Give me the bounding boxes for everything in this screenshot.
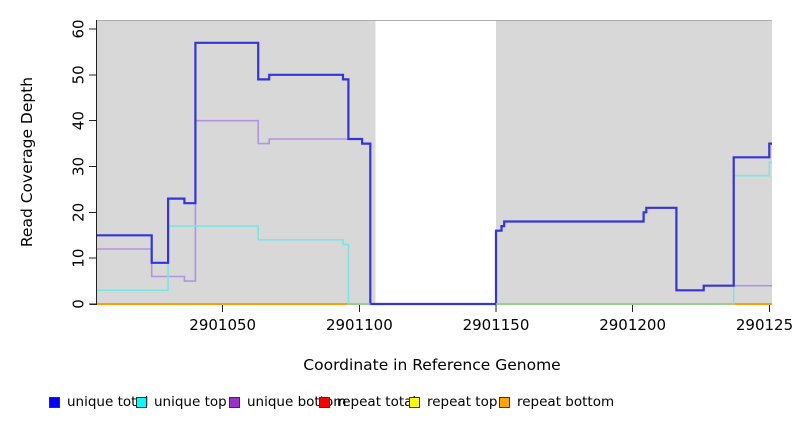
x-axis-tick-label: 2901250 (736, 316, 792, 334)
legend-item-unique-top: unique top (136, 394, 227, 410)
legend-item-unique-total: unique total (49, 394, 148, 410)
plot-background-region (495, 20, 772, 304)
y-axis-tick-label: 40 (70, 111, 88, 130)
y-axis-tick-label: 10 (70, 249, 88, 268)
legend-item-repeat-total: repeat total (319, 394, 416, 410)
legend-swatch-icon (499, 396, 510, 408)
series-line-unique-top (97, 161, 772, 305)
legend-swatch-icon (49, 396, 60, 408)
legend-label: unique top (154, 394, 227, 410)
legend-label: repeat bottom (517, 394, 615, 410)
series-line-unique-total (97, 41, 772, 306)
chart-legend: unique total unique top unique bottom repea… (0, 394, 792, 416)
legend-swatch-icon (319, 396, 330, 408)
x-axis-tick-label: 2901200 (599, 316, 666, 334)
y-axis-tick-label: 30 (70, 157, 88, 176)
legend-label: repeat top (427, 394, 498, 410)
legend-swatch-icon (409, 396, 420, 408)
x-axis-title: Coordinate in Reference Genome (303, 356, 561, 374)
legend-item-repeat-top: repeat top (409, 394, 497, 410)
x-axis-tick-label: 2901150 (463, 316, 530, 334)
x-axis-tick-label: 2901050 (189, 316, 256, 334)
legend-label: unique total (67, 394, 149, 410)
legend-item-repeat-bottom: repeat bottom (499, 394, 614, 410)
x-axis-tick-label: 2901100 (326, 316, 393, 334)
legend-swatch-icon (229, 396, 240, 408)
y-axis-tick-label: 50 (70, 65, 88, 84)
y-axis-tick-label: 60 (70, 19, 88, 38)
legend-swatch-icon (136, 396, 147, 408)
plot-background-region (97, 20, 376, 304)
y-axis-tick-label: 0 (70, 299, 88, 309)
y-axis-title: Read Coverage Depth (18, 76, 36, 248)
legend-label: repeat total (337, 394, 417, 410)
y-axis-tick-label: 20 (70, 203, 88, 222)
